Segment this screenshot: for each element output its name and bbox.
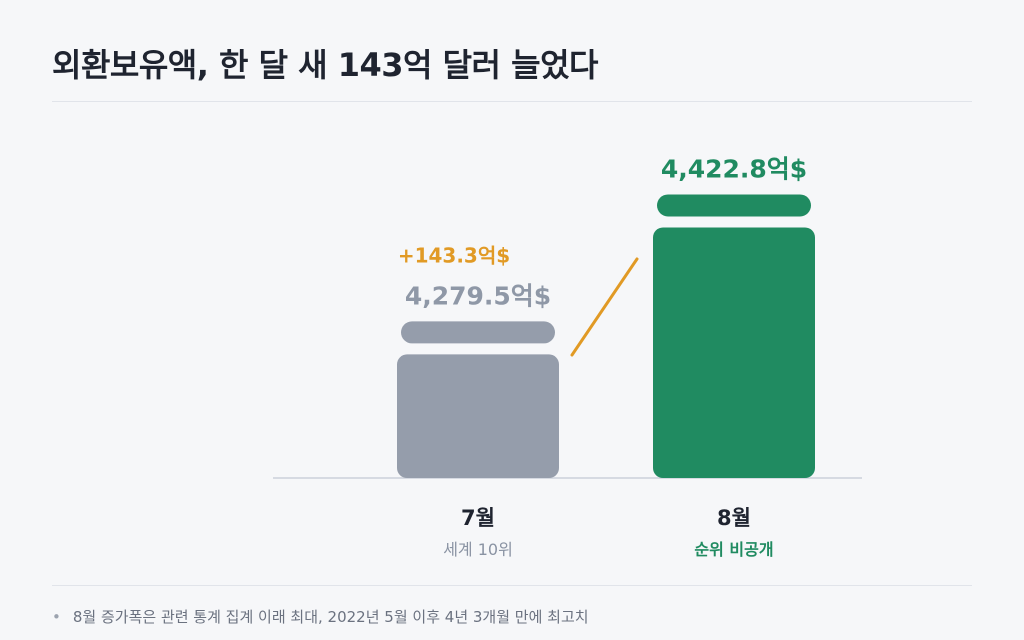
- footnote-divider: [52, 585, 972, 586]
- bar-august: [653, 227, 815, 478]
- change-connector-line: [570, 257, 639, 357]
- sub-label-august: 순위 비공개: [694, 540, 773, 559]
- bar-cap-august: [657, 194, 811, 217]
- bar-july: [397, 354, 559, 478]
- category-label-august: 8월: [717, 506, 751, 530]
- footnote-text: 8월 증가폭은 관련 통계 집계 이래 최대, 2022년 5월 이후 4년 3…: [72, 608, 589, 626]
- bar-cap-july: [401, 321, 555, 344]
- value-label-august: 4,422.8억$: [661, 154, 807, 183]
- page-title: 외환보유액, 한 달 새 143억 달러 늘었다: [52, 46, 598, 84]
- value-label-july: 4,279.5억$: [405, 281, 551, 310]
- category-label-july: 7월: [461, 506, 495, 530]
- sub-label-july: 세계 10위: [443, 540, 513, 559]
- bullet-icon: •: [52, 608, 61, 626]
- change-label: +143.3억$: [398, 243, 510, 267]
- title-divider: [52, 101, 972, 102]
- footnote: • 8월 증가폭은 관련 통계 집계 이래 최대, 2022년 5월 이후 4년 …: [52, 606, 589, 627]
